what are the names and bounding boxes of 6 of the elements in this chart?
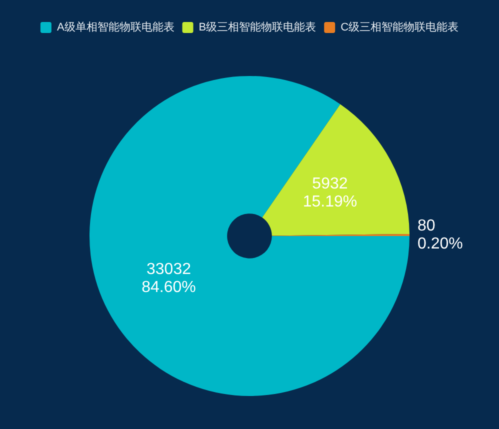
legend-label: C级三相智能物联电能表 [340, 20, 459, 34]
data-label: 33032 84.60% [142, 260, 196, 296]
data-label: 80 0.20% [417, 217, 463, 252]
data-label: 5932 15.19% [302, 175, 358, 210]
legend-label: B级三相智能物联电能表 [198, 20, 316, 34]
legend-label: A级单相智能物联电能表 [56, 20, 174, 34]
